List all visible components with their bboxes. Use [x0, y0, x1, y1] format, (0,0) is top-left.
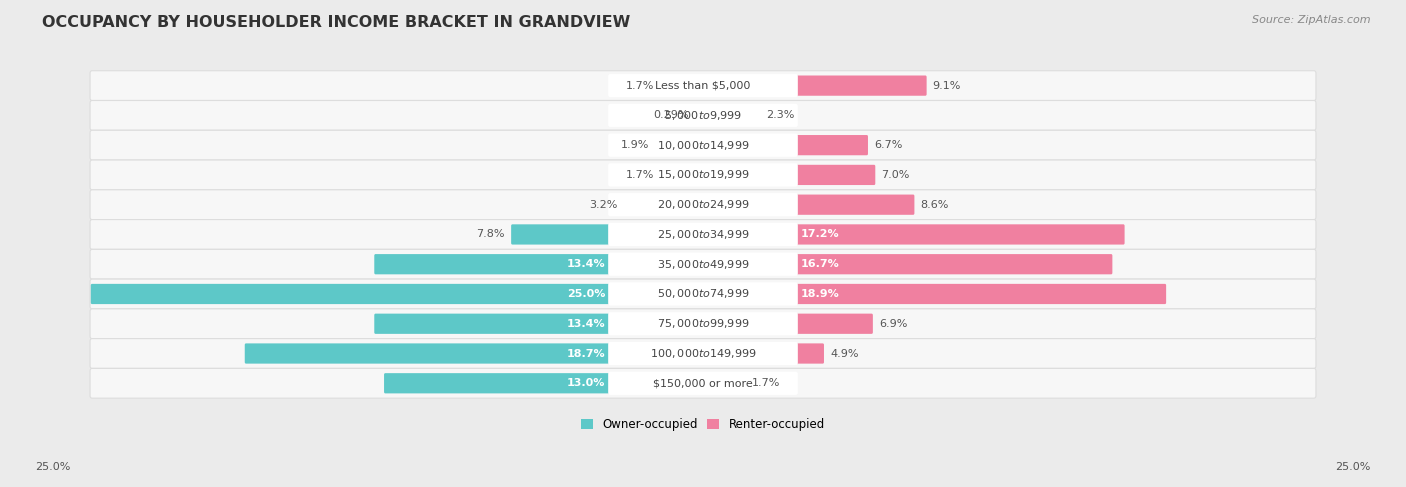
- FancyBboxPatch shape: [90, 190, 1316, 220]
- Text: $50,000 to $74,999: $50,000 to $74,999: [657, 287, 749, 300]
- FancyBboxPatch shape: [655, 135, 704, 155]
- Text: 1.9%: 1.9%: [621, 140, 650, 150]
- Text: $25,000 to $34,999: $25,000 to $34,999: [657, 228, 749, 241]
- FancyBboxPatch shape: [661, 75, 704, 96]
- FancyBboxPatch shape: [702, 165, 876, 185]
- FancyBboxPatch shape: [702, 284, 1166, 304]
- FancyBboxPatch shape: [609, 342, 797, 365]
- FancyBboxPatch shape: [90, 160, 1316, 190]
- Text: 2.3%: 2.3%: [766, 111, 794, 120]
- Text: 25.0%: 25.0%: [35, 462, 70, 472]
- Text: 7.8%: 7.8%: [477, 229, 505, 240]
- FancyBboxPatch shape: [609, 282, 797, 305]
- FancyBboxPatch shape: [702, 195, 914, 215]
- Text: $150,000 or more: $150,000 or more: [654, 378, 752, 388]
- FancyBboxPatch shape: [384, 373, 704, 393]
- Text: $75,000 to $99,999: $75,000 to $99,999: [657, 317, 749, 330]
- FancyBboxPatch shape: [702, 225, 1125, 244]
- FancyBboxPatch shape: [90, 368, 1316, 398]
- FancyBboxPatch shape: [512, 225, 704, 244]
- FancyBboxPatch shape: [702, 314, 873, 334]
- FancyBboxPatch shape: [609, 253, 797, 276]
- Text: Source: ZipAtlas.com: Source: ZipAtlas.com: [1253, 15, 1371, 25]
- FancyBboxPatch shape: [702, 135, 868, 155]
- Text: 17.2%: 17.2%: [801, 229, 839, 240]
- Text: 16.7%: 16.7%: [801, 259, 839, 269]
- FancyBboxPatch shape: [90, 220, 1316, 249]
- FancyBboxPatch shape: [90, 338, 1316, 368]
- Text: $15,000 to $19,999: $15,000 to $19,999: [657, 169, 749, 182]
- Text: OCCUPANCY BY HOUSEHOLDER INCOME BRACKET IN GRANDVIEW: OCCUPANCY BY HOUSEHOLDER INCOME BRACKET …: [42, 15, 630, 30]
- Text: 25.0%: 25.0%: [567, 289, 605, 299]
- FancyBboxPatch shape: [609, 163, 797, 187]
- Text: $20,000 to $24,999: $20,000 to $24,999: [657, 198, 749, 211]
- FancyBboxPatch shape: [609, 312, 797, 336]
- FancyBboxPatch shape: [90, 249, 1316, 279]
- FancyBboxPatch shape: [91, 284, 704, 304]
- FancyBboxPatch shape: [90, 279, 1316, 309]
- Text: 1.7%: 1.7%: [626, 170, 654, 180]
- Text: 6.9%: 6.9%: [879, 319, 907, 329]
- Text: 25.0%: 25.0%: [1336, 462, 1371, 472]
- FancyBboxPatch shape: [374, 314, 704, 334]
- FancyBboxPatch shape: [695, 105, 704, 126]
- Text: $100,000 to $149,999: $100,000 to $149,999: [650, 347, 756, 360]
- Text: 18.9%: 18.9%: [801, 289, 839, 299]
- Legend: Owner-occupied, Renter-occupied: Owner-occupied, Renter-occupied: [576, 413, 830, 436]
- FancyBboxPatch shape: [90, 71, 1316, 100]
- FancyBboxPatch shape: [374, 254, 704, 274]
- FancyBboxPatch shape: [702, 105, 761, 126]
- Text: 8.6%: 8.6%: [921, 200, 949, 210]
- Text: 13.4%: 13.4%: [567, 259, 605, 269]
- FancyBboxPatch shape: [609, 104, 797, 127]
- Text: 1.7%: 1.7%: [752, 378, 780, 388]
- FancyBboxPatch shape: [609, 74, 797, 97]
- FancyBboxPatch shape: [702, 254, 1112, 274]
- Text: 9.1%: 9.1%: [932, 81, 962, 91]
- FancyBboxPatch shape: [90, 130, 1316, 160]
- Text: 13.4%: 13.4%: [567, 319, 605, 329]
- FancyBboxPatch shape: [90, 309, 1316, 338]
- FancyBboxPatch shape: [90, 100, 1316, 130]
- FancyBboxPatch shape: [609, 223, 797, 246]
- Text: $10,000 to $14,999: $10,000 to $14,999: [657, 139, 749, 151]
- Text: 6.7%: 6.7%: [875, 140, 903, 150]
- Text: 0.29%: 0.29%: [652, 111, 689, 120]
- FancyBboxPatch shape: [702, 75, 927, 96]
- FancyBboxPatch shape: [624, 195, 704, 215]
- FancyBboxPatch shape: [609, 193, 797, 216]
- Text: 7.0%: 7.0%: [882, 170, 910, 180]
- Text: 18.7%: 18.7%: [567, 349, 605, 358]
- Text: $35,000 to $49,999: $35,000 to $49,999: [657, 258, 749, 271]
- FancyBboxPatch shape: [609, 133, 797, 157]
- Text: Less than $5,000: Less than $5,000: [655, 81, 751, 91]
- Text: 1.7%: 1.7%: [626, 81, 654, 91]
- FancyBboxPatch shape: [245, 343, 704, 364]
- Text: $5,000 to $9,999: $5,000 to $9,999: [664, 109, 742, 122]
- FancyBboxPatch shape: [702, 373, 745, 393]
- Text: 13.0%: 13.0%: [567, 378, 605, 388]
- FancyBboxPatch shape: [661, 165, 704, 185]
- FancyBboxPatch shape: [702, 343, 824, 364]
- Text: 3.2%: 3.2%: [589, 200, 617, 210]
- FancyBboxPatch shape: [609, 372, 797, 395]
- Text: 4.9%: 4.9%: [830, 349, 859, 358]
